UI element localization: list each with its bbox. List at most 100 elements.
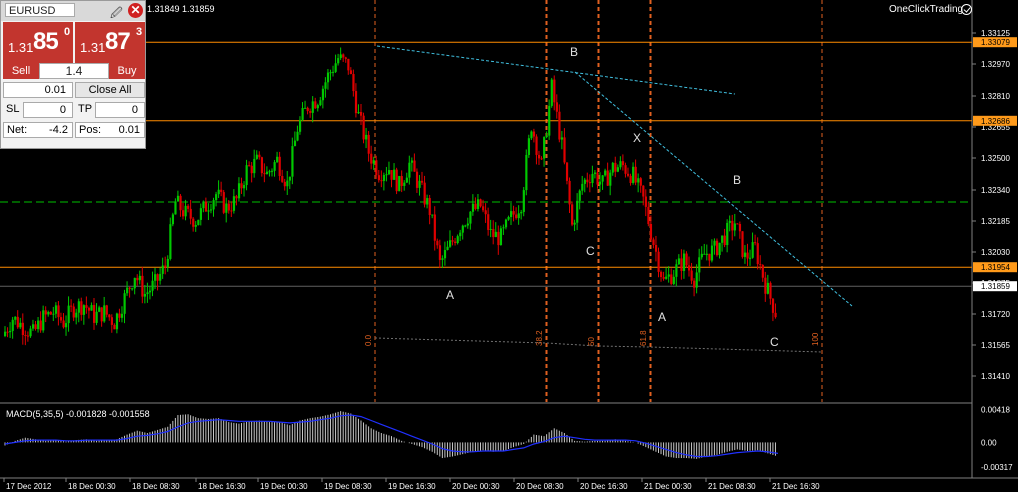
candle-body (146, 292, 149, 295)
candle-body (67, 305, 70, 324)
candle-body (298, 119, 302, 132)
candle-body (263, 173, 266, 175)
take-profit-field[interactable]: 0 (95, 102, 145, 118)
candle-body (690, 270, 693, 281)
buy-price-button[interactable]: 1.31 87 3 (75, 22, 145, 64)
candle-body (321, 88, 325, 101)
candle-body (133, 277, 136, 289)
candle-body (72, 306, 75, 318)
candle-body (657, 251, 660, 272)
candle-body (421, 180, 424, 183)
candle-body (126, 287, 129, 294)
wave-label: C (770, 335, 779, 349)
price-tick-label: 1.32655 (981, 123, 1010, 132)
candle-body (677, 258, 681, 265)
candle-body (599, 181, 602, 185)
stop-loss-field[interactable]: 0 (23, 102, 73, 118)
candle-body (604, 170, 607, 176)
price-tick-label: 1.31720 (981, 310, 1010, 319)
panel-header: EURUSD 🖉 ✕ (1, 1, 145, 21)
candle-body (581, 183, 584, 191)
candle-body (204, 201, 208, 212)
candle-body (39, 320, 42, 331)
candle-body (621, 161, 625, 166)
candle-body (326, 72, 330, 83)
candle-body (588, 182, 592, 184)
candle-body (774, 312, 777, 318)
checkmark-circle-icon[interactable] (961, 4, 972, 15)
fib-level-label: 61.8 (639, 330, 648, 346)
candle-body (563, 137, 566, 163)
candle-body (393, 169, 396, 180)
candle-body (764, 277, 767, 294)
candle-body (293, 140, 297, 147)
candle-body (82, 305, 86, 315)
candle-body (743, 252, 747, 257)
candle-body (34, 324, 37, 330)
candle-body (560, 137, 564, 140)
candle-body (103, 305, 106, 322)
wave-label: B (733, 173, 741, 187)
volume-step-field[interactable]: 0.01 (3, 82, 73, 98)
candle-body (138, 275, 141, 281)
pin-icon[interactable]: 🖉 (110, 6, 123, 20)
candle-body (108, 314, 111, 318)
time-tick-label: 19 Dec 16:30 (388, 482, 436, 491)
candle-body (192, 218, 195, 227)
candle-body (77, 301, 80, 313)
candle-body (408, 162, 411, 178)
candle-body (708, 253, 711, 261)
candle-body (151, 280, 154, 291)
candle-body (304, 107, 307, 109)
candle-body (154, 274, 157, 281)
candle-body (385, 174, 388, 176)
candle-body (726, 222, 729, 246)
candle-body (591, 173, 594, 184)
sell-button[interactable]: Sell (3, 63, 39, 79)
candle-body (629, 175, 632, 183)
symbol-select[interactable]: EURUSD (5, 3, 75, 17)
candle-body (751, 242, 754, 258)
candle-body (754, 242, 757, 244)
candle-body (715, 240, 719, 256)
one-click-trading-label[interactable]: OneClickTrading (889, 4, 964, 15)
time-tick-label: 18 Dec 16:30 (198, 482, 246, 491)
candle-body (494, 231, 497, 238)
candle-body (611, 162, 614, 173)
close-all-button[interactable]: Close All (75, 82, 145, 98)
position-label: Pos: (79, 124, 102, 136)
candle-body (482, 206, 485, 211)
candle-body (405, 177, 408, 183)
stop-loss-label: SL (6, 103, 20, 115)
time-tick-label: 20 Dec 08:30 (516, 482, 564, 491)
candle-body (624, 165, 627, 174)
candle-body (176, 195, 180, 202)
candle-body (202, 201, 205, 209)
volume-input[interactable]: 1.4 (39, 63, 109, 79)
candle-body (19, 322, 22, 328)
candle-body (700, 253, 703, 258)
time-tick-label: 20 Dec 16:30 (580, 482, 628, 491)
candle-body (525, 154, 528, 191)
candle-body (484, 210, 487, 215)
candle-body (586, 179, 589, 183)
candle-body (332, 71, 335, 73)
price-tag-label: 1.33079 (981, 38, 1010, 47)
buy-button[interactable]: Buy (109, 63, 145, 79)
candle-body (510, 211, 513, 218)
candle-body (413, 160, 416, 172)
candle-body (342, 54, 345, 58)
candle-body (632, 166, 635, 183)
candle-body (543, 137, 546, 159)
fib-level-label: 50 (587, 337, 596, 346)
close-icon[interactable]: ✕ (128, 3, 143, 18)
candle-body (372, 160, 375, 164)
sell-price-button[interactable]: 1.31 85 0 (3, 22, 73, 64)
candle-body (159, 273, 162, 281)
candle-body (436, 240, 439, 246)
candle-body (85, 305, 88, 308)
candle-body (156, 274, 159, 281)
candle-body (187, 205, 190, 209)
price-tick-label: 1.31565 (981, 341, 1010, 350)
